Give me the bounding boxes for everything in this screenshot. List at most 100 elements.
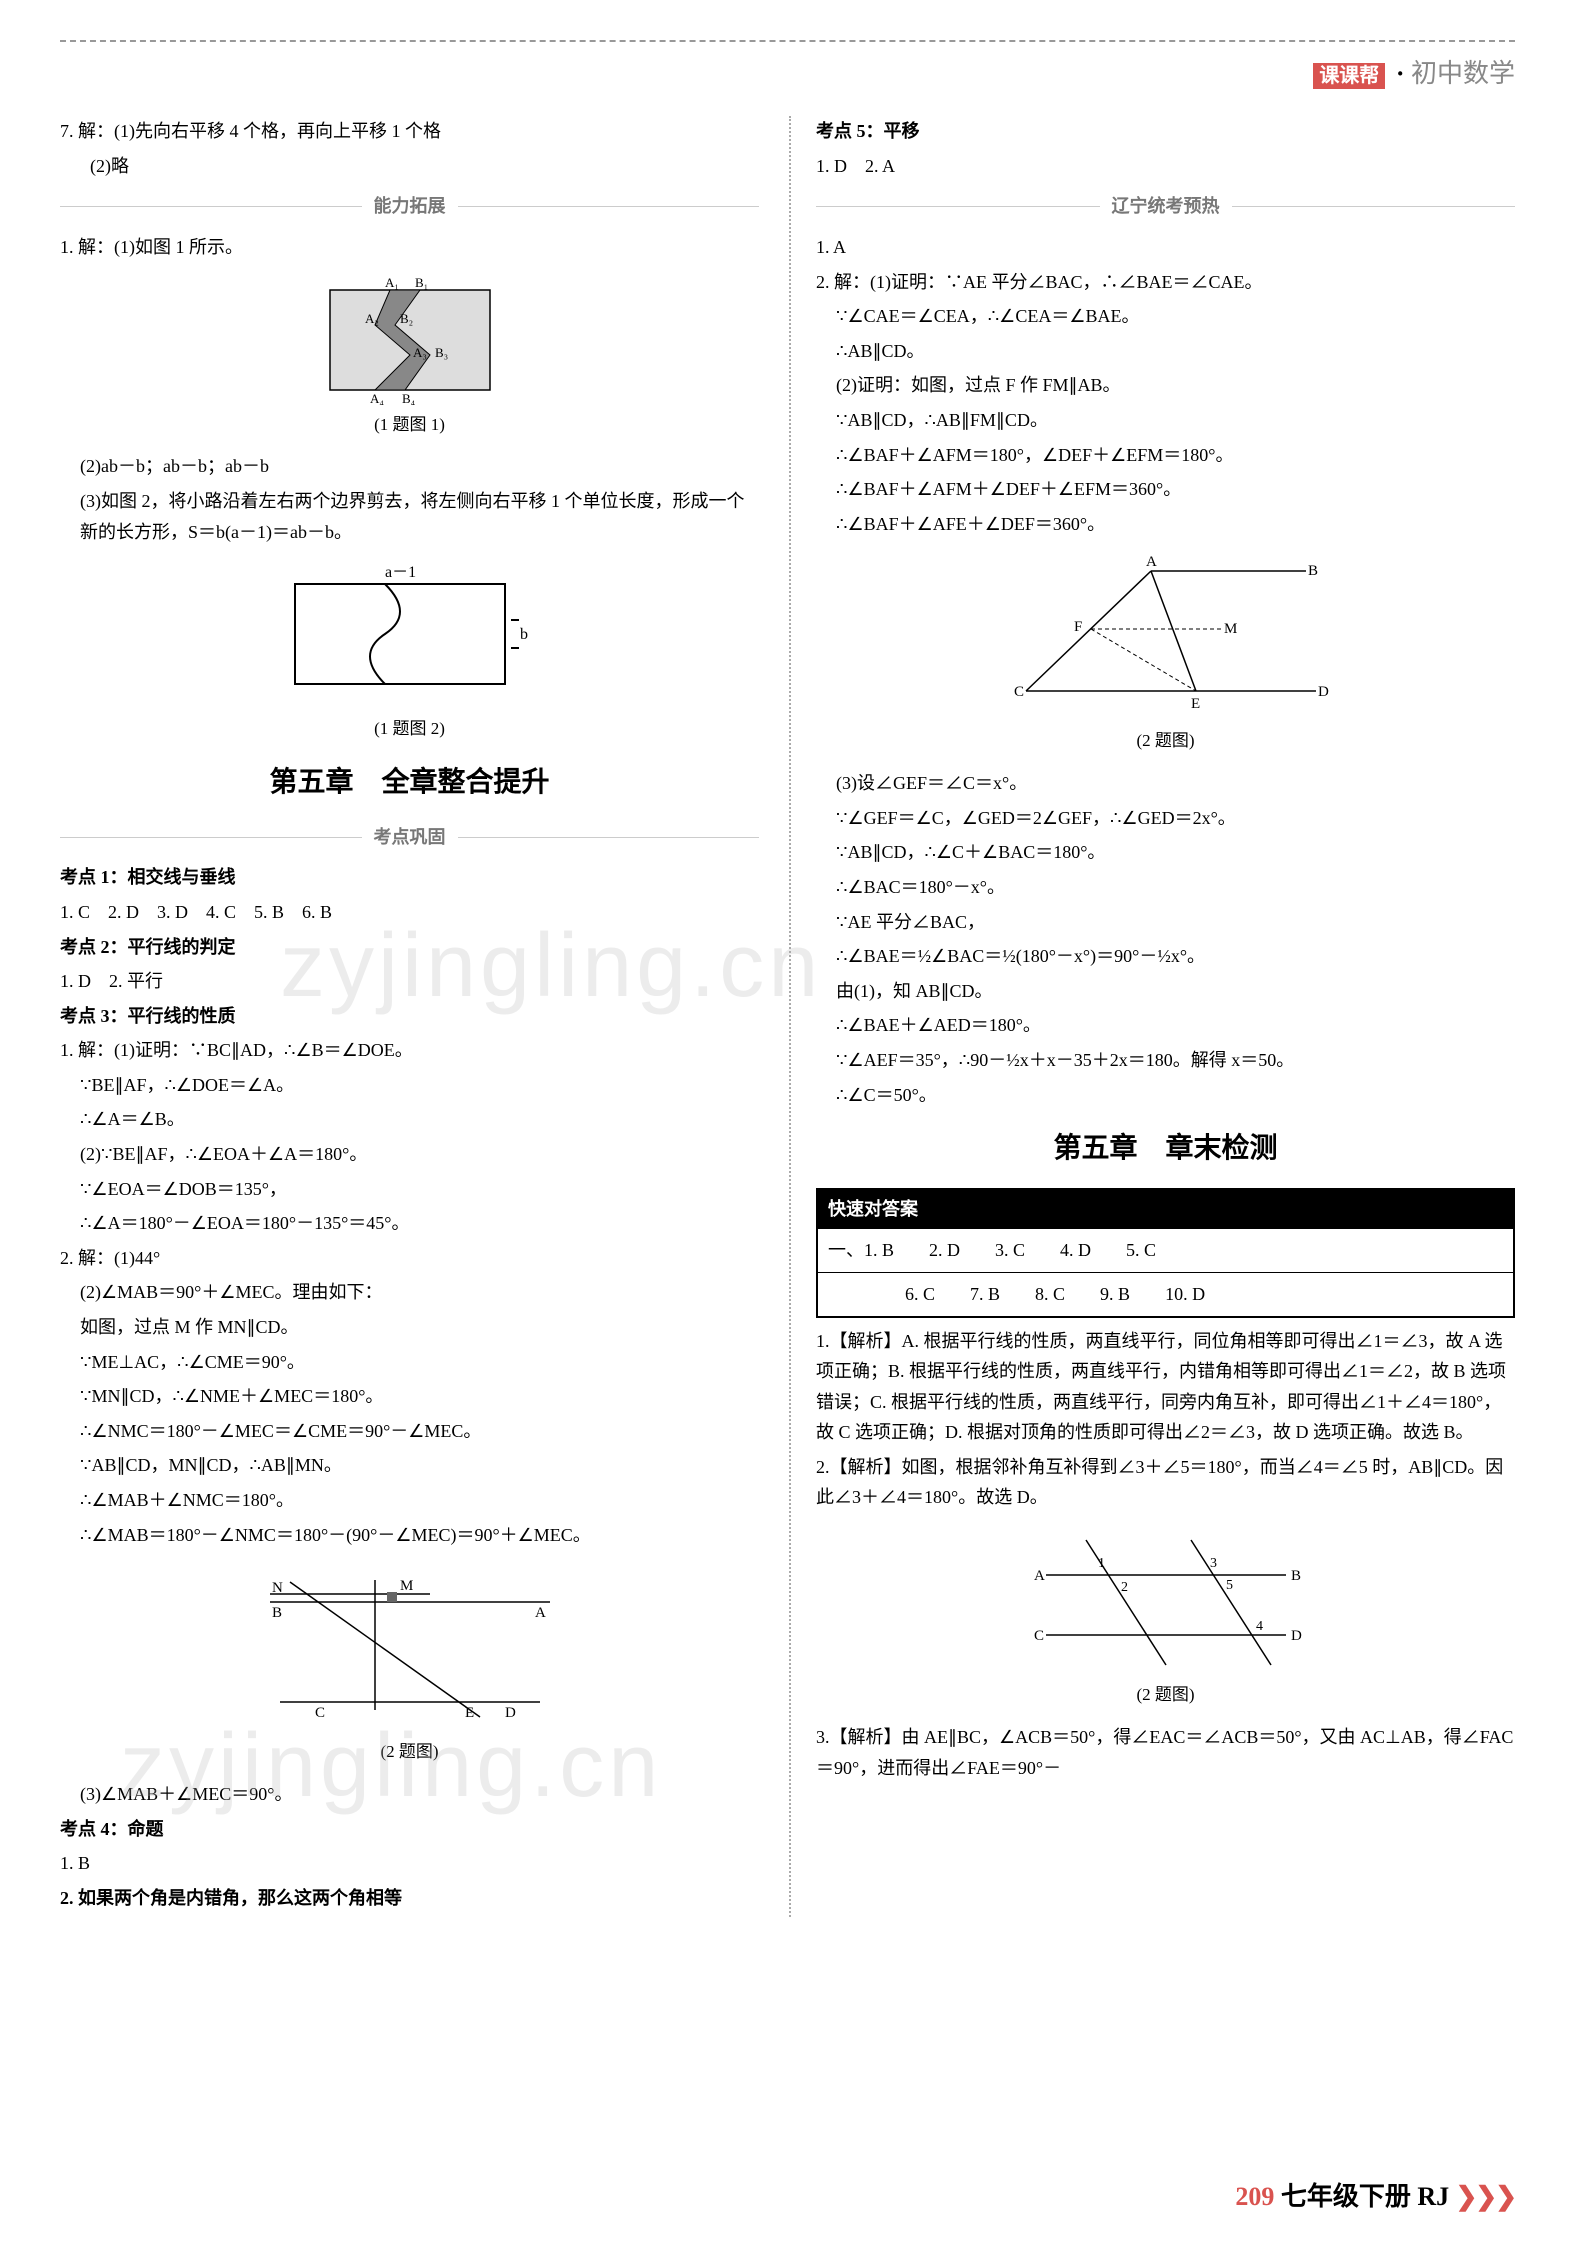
fig5-svg: A B C D 1 2 3 4 5 [1016,1525,1316,1675]
fig3-caption: (2 题图) [60,1738,759,1767]
svg-text:A₂: A₂ [365,311,379,326]
r2-13: ∵AE 平分∠BAC， [816,907,1515,938]
figure-5: A B C D 1 2 3 4 5 (2 题图) [816,1525,1515,1710]
page-header: 课课帮 · 初中数学 [60,52,1515,96]
r2-4: (2)证明：如图，过点 F 作 FM∥AB。 [816,370,1515,401]
svg-text:B: B [1291,1568,1301,1584]
kd3-3: ∴∠A＝∠B。 [60,1104,759,1135]
svg-text:B₂: B₂ [400,311,413,326]
answer-row-2: 6. C 7. B 8. C 9. B 10. D [818,1272,1513,1316]
svg-text:E: E [1191,696,1200,712]
footer-text: 七年级下册 RJ [1281,2182,1449,2211]
divider-ability: 能力拓展 [60,191,759,222]
svg-text:M: M [400,1578,413,1594]
svg-text:D: D [505,1705,516,1721]
kd3-7: 2. 解：(1)44° [60,1243,759,1274]
svg-text:D: D [1291,1628,1302,1644]
svg-text:D: D [1318,684,1329,700]
r2-7: ∴∠BAF＋∠AFM＋∠DEF＋∠EFM＝360°。 [816,474,1515,505]
q7-line1: 7. 解：(1)先向右平移 4 个格，再向上平移 1 个格 [60,116,759,147]
svg-text:B₄: B₄ [402,391,416,405]
svg-text:B₁: B₁ [415,275,428,290]
fig4-caption: (2 题图) [816,727,1515,756]
kd5-ans: 1. D 2. A [816,151,1515,182]
r1: 1. A [816,232,1515,263]
q7-line2: (2)略 [60,151,759,182]
left-column: 7. 解：(1)先向右平移 4 个格，再向上平移 1 个格 (2)略 能力拓展 … [60,116,759,1917]
r2-6: ∴∠BAF＋∠AFM＝180°，∠DEF＋∠EFM＝180°。 [816,440,1515,471]
answer-header: 快速对答案 [818,1190,928,1229]
fig2-svg: a－1 b [275,559,545,709]
kd3-16: (3)∠MAB＋∠MEC＝90°。 [60,1779,759,1810]
divider-liaoning: 辽宁统考预热 [816,191,1515,222]
r2-14: ∴∠BAE＝½∠BAC＝½(180°－x°)＝90°－½x°。 [816,941,1515,972]
svg-text:3: 3 [1210,1556,1217,1571]
kd4-1: 1. B [60,1848,759,1879]
brand-name: · [1396,59,1405,88]
answer-table: 快速对答案 一、1. B 2. D 3. C 4. D 5. C 6. C 7.… [816,1188,1515,1318]
kd3-13: ∵AB∥CD，MN∥CD，∴AB∥MN。 [60,1450,759,1481]
svg-text:F: F [1074,619,1082,635]
r2-3: ∴AB∥CD。 [816,336,1515,367]
r2-2: ∵∠CAE＝∠CEA，∴∠CEA＝∠BAE。 [816,301,1515,332]
a1-2: (2)ab－b；ab－b；ab－b [60,451,759,482]
kd1-ans: 1. C 2. D 3. D 4. C 5. B 6. B [60,897,759,928]
page-footer: 209 七年级下册 RJ ❯❯❯ [1235,2175,1515,2219]
svg-text:A₃: A₃ [413,345,427,360]
svg-text:b: b [520,626,528,643]
r2-18: ∴∠C＝50°。 [816,1080,1515,1111]
svg-text:A₄: A₄ [370,391,384,405]
kd1: 考点 1：相交线与垂线 [60,862,759,893]
kd3-14: ∴∠MAB＋∠NMC＝180°。 [60,1485,759,1516]
svg-text:C: C [315,1705,325,1721]
answer-row-1: 一、1. B 2. D 3. C 4. D 5. C [818,1228,1513,1272]
svg-text:5: 5 [1226,1578,1233,1593]
kd3-4: (2)∵BE∥AF，∴∠EOA＋∠A＝180°。 [60,1139,759,1170]
kd3-5: ∵∠EOA＝∠DOB＝135°， [60,1174,759,1205]
r2-9: (3)设∠GEF＝∠C＝x°。 [816,768,1515,799]
svg-text:C: C [1034,1628,1044,1644]
kd2: 考点 2：平行线的判定 [60,932,759,963]
kd3-1: 1. 解：(1)证明：∵BC∥AD，∴∠B＝∠DOE。 [60,1035,759,1066]
fig3-svg: N B M A C E D [260,1562,560,1732]
right-column: 考点 5：平移 1. D 2. A 辽宁统考预热 1. A 2. 解：(1)证明… [789,116,1515,1917]
figure-1: A₁ B₁ A₂ B₂ A₃ B₃ A₄ B₄ (1 题图 1) [60,275,759,440]
r2-11: ∵AB∥CD，∴∠C＋∠BAC＝180°。 [816,837,1515,868]
svg-text:B₃: B₃ [435,345,448,360]
page-number: 209 [1235,2182,1274,2211]
kd3-9: 如图，过点 M 作 MN∥CD。 [60,1312,759,1343]
kd4: 考点 4：命题 [60,1814,759,1845]
svg-text:B: B [1308,563,1318,579]
r2-1: 2. 解：(1)证明：∵AE 平分∠BAC，∴∠BAE＝∠CAE。 [816,267,1515,298]
brand-accent: 课课帮 [1313,63,1385,89]
r2-5: ∵AB∥CD，∴AB∥FM∥CD。 [816,405,1515,436]
jx1: 1.【解析】A. 根据平行线的性质，两直线平行，同位角相等即可得出∠1＝∠3，故… [816,1326,1515,1448]
jx3: 3.【解析】由 AE∥BC，∠ACB＝50°，得∠EAC＝∠ACB＝50°，又由… [816,1722,1515,1783]
footer-arrows: ❯❯❯ [1456,2182,1515,2211]
svg-text:C: C [1014,684,1024,700]
svg-text:2: 2 [1121,1580,1128,1595]
svg-text:A: A [535,1605,546,1621]
divider-kaodian: 考点巩固 [60,822,759,853]
svg-text:M: M [1224,621,1237,637]
a1-3: (3)如图 2，将小路沿着左右两个边界剪去，将左侧向右平移 1 个单位长度，形成… [60,486,759,547]
kd3: 考点 3：平行线的性质 [60,1001,759,1032]
svg-text:1: 1 [1098,1556,1105,1571]
r2-16: ∴∠BAE＋∠AED＝180°。 [816,1010,1515,1041]
svg-text:N: N [272,1580,283,1596]
kd3-10: ∵ME⊥AC，∴∠CME＝90°。 [60,1347,759,1378]
svg-text:E: E [465,1705,474,1721]
kd3-6: ∴∠A＝180°－∠EOA＝180°－135°＝45°。 [60,1208,759,1239]
chapter5b-title: 第五章 章末检测 [816,1125,1515,1173]
figure-3: N B M A C E D (2 题图) [60,1562,759,1767]
r2-8: ∴∠BAF＋∠AFE＋∠DEF＝360°。 [816,509,1515,540]
figure-2: a－1 b (1 题图 2) [60,559,759,744]
fig1-svg: A₁ B₁ A₂ B₂ A₃ B₃ A₄ B₄ [310,275,510,405]
kd3-8: (2)∠MAB＝90°＋∠MEC。理由如下： [60,1277,759,1308]
kd3-15: ∴∠MAB＝180°－∠NMC＝180°－(90°－∠MEC)＝90°＋∠MEC… [60,1520,759,1551]
kd2-ans: 1. D 2. 平行 [60,966,759,997]
svg-text:a－1: a－1 [385,564,416,581]
r2-12: ∴∠BAC＝180°－x°。 [816,872,1515,903]
r2-17: ∵∠AEF＝35°，∴90－½x＋x－35＋2x＝180。解得 x＝50。 [816,1045,1515,1076]
svg-text:A: A [1034,1568,1045,1584]
